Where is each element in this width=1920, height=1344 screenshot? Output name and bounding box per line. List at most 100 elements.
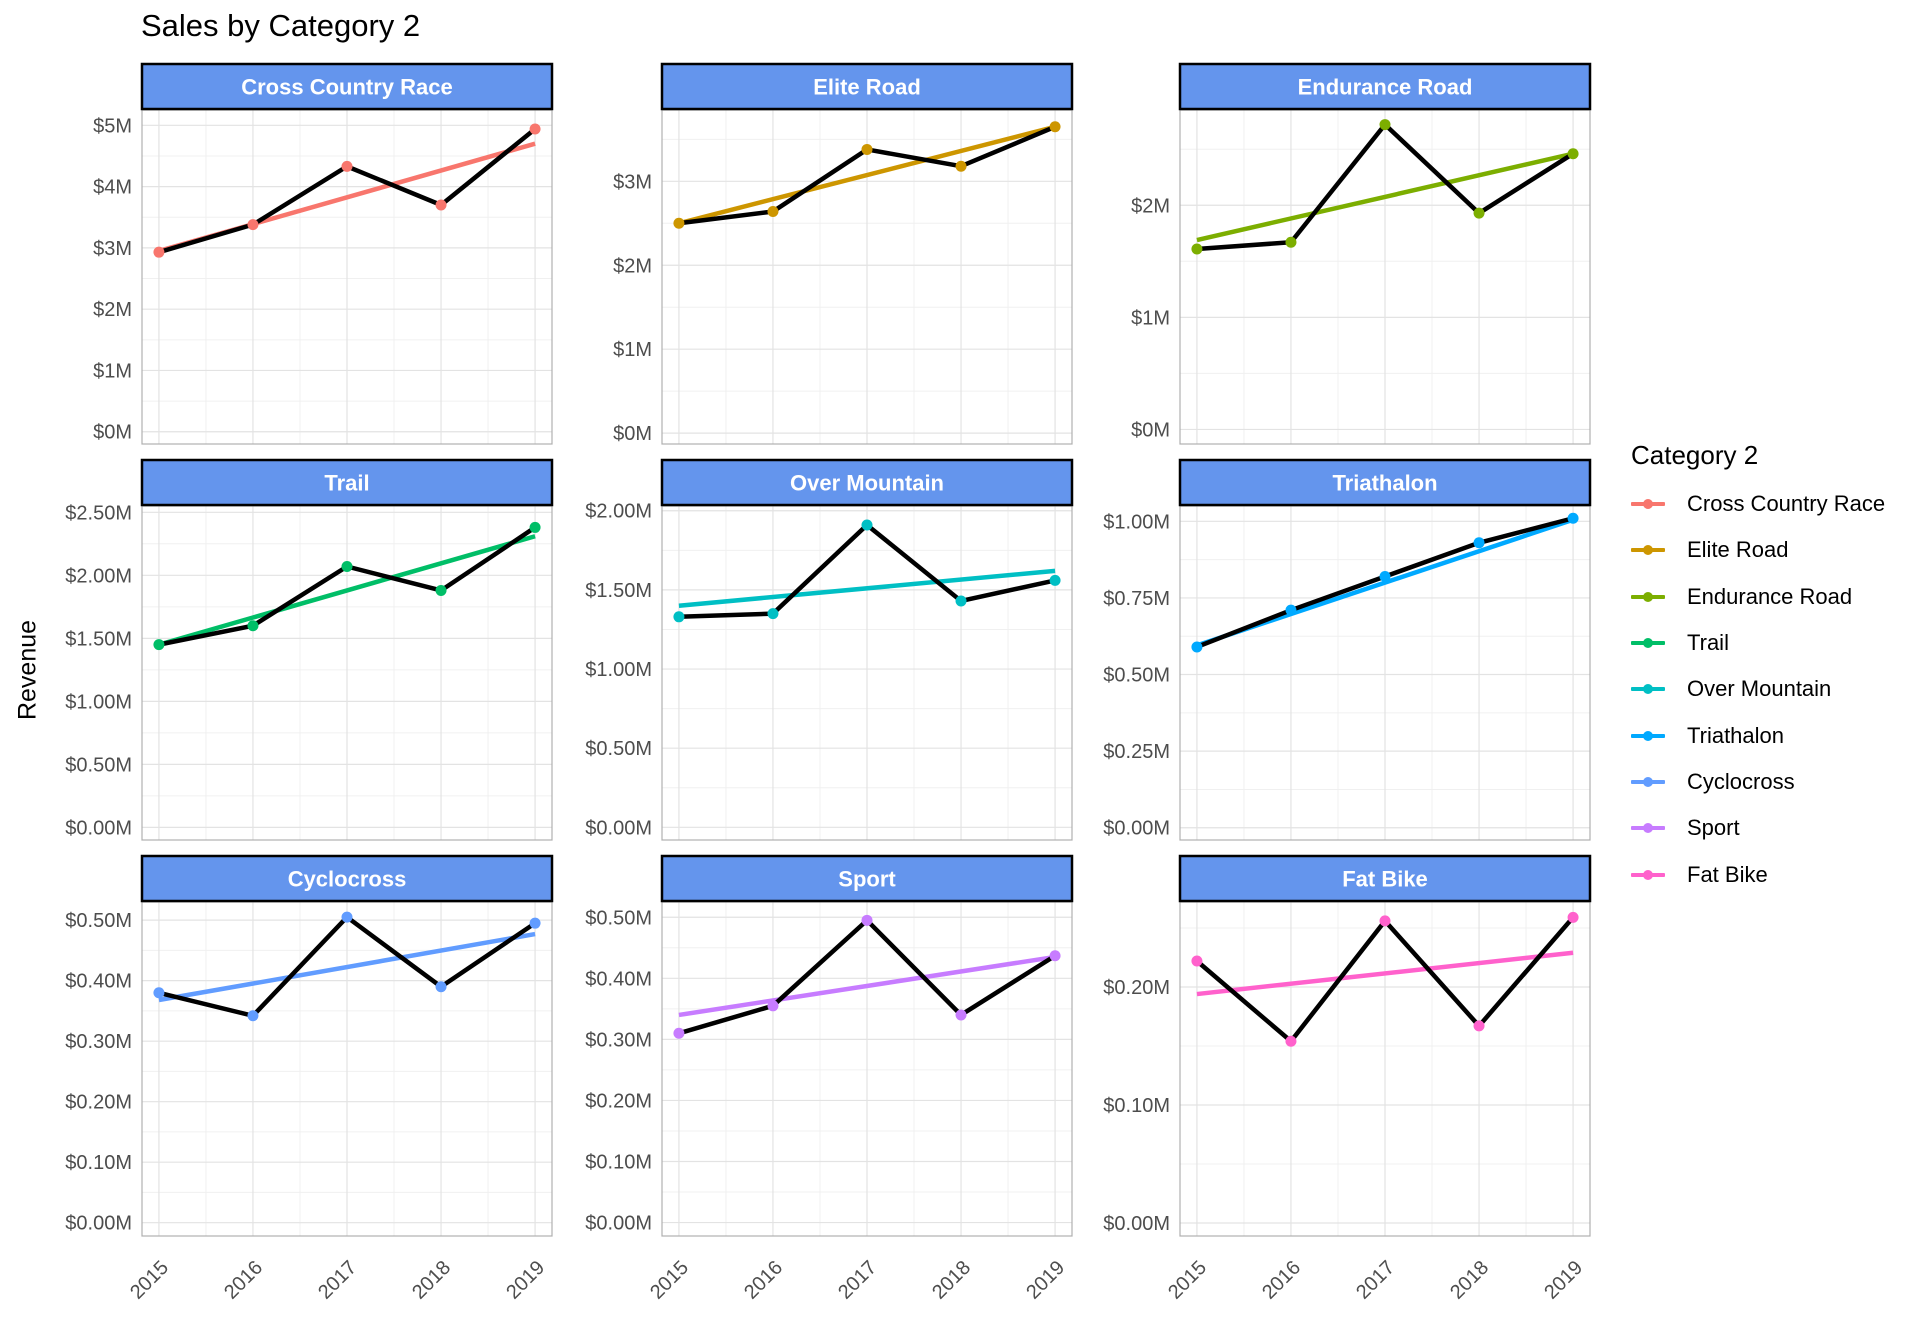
y-tick-label: $0.20M: [585, 1090, 652, 1112]
panel-elite-road: Elite Road $0M $1M $2M $3M: [613, 62, 1074, 445]
data-point: [341, 911, 353, 923]
x-tick-label: 2015: [126, 1257, 173, 1304]
x-tick-label: 2018: [408, 1257, 455, 1304]
legend-label: Trail: [1687, 630, 1729, 656]
legend-title: Category 2: [1631, 440, 1759, 470]
x-tick-label: 2016: [220, 1257, 267, 1304]
trend-line: [1196, 950, 1574, 997]
facet-strip-label: Elite Road: [813, 75, 921, 100]
y-tick-label: $0.50M: [585, 738, 652, 760]
legend-key: [1631, 679, 1665, 699]
data-point: [955, 1009, 967, 1021]
legend-item-over-mountain: Over Mountain: [1631, 666, 1885, 712]
legend-label: Endurance Road: [1687, 583, 1853, 609]
y-tick-label: $0.00M: [585, 1213, 652, 1235]
data-point: [1285, 604, 1297, 616]
legend: Category 2 Cross Country Race Elite Road E…: [1631, 440, 1885, 898]
data-point: [1473, 1020, 1485, 1032]
data-point: [1567, 148, 1579, 160]
panel-endurance-road: Endurance Road $0M $1M $2M: [1131, 62, 1592, 445]
data-point: [861, 143, 873, 155]
data-point: [861, 519, 873, 531]
x-tick-label: 2019: [502, 1257, 549, 1304]
legend-key: [1631, 633, 1665, 653]
data-point: [435, 199, 447, 211]
panel-triathalon: Triathalon $0.00M $0.25M $0.50M $0.75M $1.00M: [1103, 458, 1592, 841]
data-point: [1379, 915, 1391, 927]
data-point: [1049, 950, 1061, 962]
y-tick-label: $2.00M: [585, 501, 652, 523]
y-tick-label: $1.00M: [585, 659, 652, 681]
data-point: [435, 981, 447, 993]
y-tick-label: $0.50M: [585, 907, 652, 929]
data-point: [861, 914, 873, 926]
data-point: [341, 560, 353, 572]
legend-item-cyclocross: Cyclocross: [1631, 759, 1885, 805]
y-tick-label: $0.10M: [1103, 1095, 1170, 1117]
data-point: [1473, 207, 1485, 219]
y-tick-label: $0.50M: [65, 910, 132, 932]
data-point: [767, 206, 779, 218]
facet-strip-label: Fat Bike: [1342, 867, 1428, 892]
data-point: [247, 1010, 259, 1022]
trend-line: [158, 931, 536, 1003]
data-point: [767, 1000, 779, 1012]
facet-strip-label: Cross Country Race: [241, 75, 453, 100]
legend-item-cross-country-race: Cross Country Race: [1631, 481, 1885, 527]
chart-title: Sales by Category 2: [141, 8, 421, 43]
data-point: [673, 611, 685, 623]
facet-strip-label: Trail: [324, 471, 369, 496]
data-point: [1379, 570, 1391, 582]
y-tick-label: $0.25M: [1103, 741, 1170, 763]
data-point: [529, 521, 541, 533]
y-tick-label: $1.00M: [1103, 511, 1170, 533]
legend-label: Cross Country Race: [1687, 491, 1886, 517]
data-point: [1191, 641, 1203, 653]
x-tick-label: 2017: [314, 1257, 361, 1304]
legend-key: [1631, 865, 1665, 885]
data-point: [1285, 236, 1297, 248]
y-tick-label: $0M: [613, 423, 652, 445]
facet-strip: [660, 854, 1074, 903]
x-tick-label: 2016: [740, 1257, 787, 1304]
y-tick-label: $0.20M: [1103, 977, 1170, 999]
x-tick-label: 2016: [1258, 1257, 1305, 1304]
y-tick-label: $4M: [93, 177, 132, 199]
legend-item-elite-road: Elite Road: [1631, 527, 1885, 573]
y-tick-label: $0.00M: [65, 817, 132, 839]
data-point: [247, 620, 259, 632]
data-point: [435, 584, 447, 596]
y-tick-label: $0.10M: [585, 1152, 652, 1174]
legend-key: [1631, 587, 1665, 607]
y-tick-label: $0.50M: [1103, 665, 1170, 687]
facet-strip-label: Triathalon: [1332, 471, 1437, 496]
legend-label: Fat Bike: [1687, 861, 1768, 887]
y-tick-label: $0.75M: [1103, 588, 1170, 610]
trend-line: [158, 534, 536, 647]
facet-strip: [140, 62, 554, 111]
legend-item-trail: Trail: [1631, 620, 1885, 666]
y-tick-label: $3M: [613, 171, 652, 193]
facet-strip: [660, 62, 1074, 111]
data-point: [529, 917, 541, 929]
y-tick-label: $0.10M: [65, 1152, 132, 1174]
panel-cyclocross: Cyclocross $0.00M $0.10M $0.20M $0.30M $0.40M…: [65, 854, 554, 1304]
data-point: [247, 219, 259, 231]
y-tick-label: $0.00M: [1103, 818, 1170, 840]
trend-line: [678, 568, 1056, 608]
legend-key: [1631, 494, 1665, 514]
y-tick-label: $0.50M: [65, 754, 132, 776]
legend-key: [1631, 726, 1665, 746]
x-tick-label: 2018: [1446, 1257, 1493, 1304]
legend-item-sport: Sport: [1631, 805, 1885, 851]
data-point: [341, 160, 353, 172]
y-tick-label: $2M: [613, 255, 652, 277]
y-tick-label: $0M: [93, 422, 132, 444]
legend-label: Elite Road: [1687, 537, 1789, 563]
y-tick-label: $0.20M: [65, 1092, 132, 1114]
panel-cross-country-race: Cross Country Race $0M $1M $2M $3M $4M $5M: [93, 62, 554, 445]
y-tick-label: $0.30M: [65, 1031, 132, 1053]
y-tick-label: $2M: [1131, 195, 1170, 217]
facet-strip: [1178, 458, 1592, 507]
